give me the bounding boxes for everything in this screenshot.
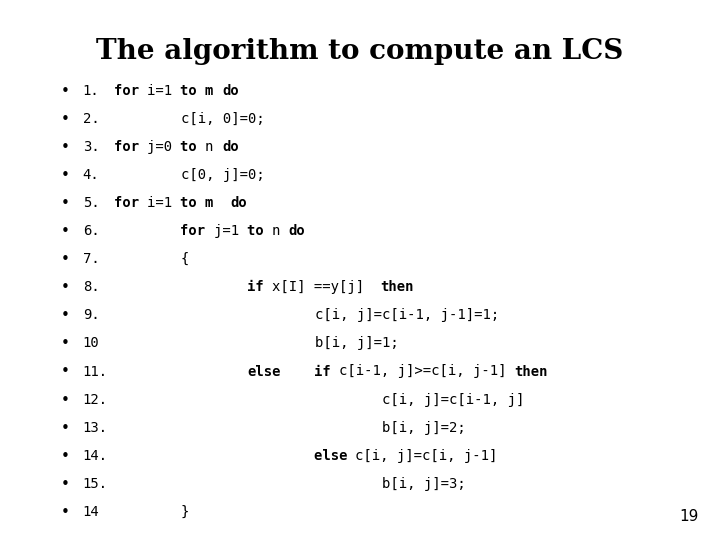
Text: x[I] ==y[j]: x[I] ==y[j] (272, 280, 381, 294)
Text: 2.: 2. (83, 112, 99, 126)
Text: do: do (222, 84, 239, 98)
Text: •: • (60, 336, 69, 352)
Text: to: to (181, 84, 205, 98)
Text: 13.: 13. (83, 421, 108, 435)
Text: •: • (60, 168, 69, 183)
Text: 9.: 9. (83, 308, 99, 322)
Text: •: • (60, 84, 69, 99)
Text: 7.: 7. (83, 252, 99, 266)
Text: else: else (314, 449, 356, 463)
Text: •: • (60, 112, 69, 127)
Text: i=1: i=1 (147, 196, 181, 210)
Text: 15.: 15. (83, 477, 108, 491)
Text: •: • (60, 308, 69, 323)
Text: m: m (205, 84, 222, 98)
Text: to: to (181, 196, 205, 210)
Text: n: n (205, 140, 222, 154)
Text: c[i, j]=c[i-1, j]: c[i, j]=c[i-1, j] (114, 393, 524, 407)
Text: m: m (205, 196, 230, 210)
Text: c[0, j]=0;: c[0, j]=0; (114, 168, 264, 182)
Text: •: • (60, 364, 69, 380)
Text: •: • (60, 252, 69, 267)
Text: 19: 19 (679, 509, 698, 524)
Text: do: do (289, 224, 305, 238)
Text: j=0: j=0 (147, 140, 181, 154)
Text: c[i, j]=c[i, j-1]: c[i, j]=c[i, j-1] (356, 449, 498, 463)
Text: if: if (314, 364, 339, 379)
Text: c[i, j]=c[i-1, j-1]=1;: c[i, j]=c[i-1, j-1]=1; (114, 308, 499, 322)
Text: The algorithm to compute an LCS: The algorithm to compute an LCS (96, 38, 624, 65)
Text: b[i, j]=1;: b[i, j]=1; (114, 336, 398, 350)
Text: c[i, 0]=0;: c[i, 0]=0; (114, 112, 264, 126)
Text: •: • (60, 224, 69, 239)
Text: 1.: 1. (83, 84, 99, 98)
Text: •: • (60, 477, 69, 492)
Text: 14.: 14. (83, 449, 108, 463)
Text: b[i, j]=3;: b[i, j]=3; (114, 477, 466, 491)
Text: •: • (60, 140, 69, 155)
Text: 8.: 8. (83, 280, 99, 294)
Text: i=1: i=1 (147, 84, 181, 98)
Text: 5.: 5. (83, 196, 99, 210)
Text: to: to (247, 224, 272, 238)
Text: 11.: 11. (83, 364, 108, 379)
Text: {: { (114, 252, 189, 266)
Text: •: • (60, 421, 69, 436)
Text: else: else (247, 364, 281, 379)
Text: 12.: 12. (83, 393, 108, 407)
Text: j=1: j=1 (214, 224, 247, 238)
Text: •: • (60, 393, 69, 408)
Text: then: then (380, 280, 414, 294)
Text: 6.: 6. (83, 224, 99, 238)
Text: •: • (60, 280, 69, 295)
Text: 3.: 3. (83, 140, 99, 154)
Text: do: do (222, 140, 239, 154)
Text: n: n (272, 224, 289, 238)
Text: for: for (181, 224, 214, 238)
Text: c[i-1, j]>=c[i, j-1]: c[i-1, j]>=c[i, j-1] (338, 364, 515, 379)
Text: b[i, j]=2;: b[i, j]=2; (114, 421, 466, 435)
Text: •: • (60, 505, 69, 520)
Text: then: then (514, 364, 547, 379)
Text: if: if (247, 280, 272, 294)
Text: 4.: 4. (83, 168, 99, 182)
Text: for: for (114, 84, 148, 98)
Text: to: to (181, 140, 205, 154)
Text: •: • (60, 449, 69, 464)
Text: 10: 10 (83, 336, 99, 350)
Text: do: do (230, 196, 247, 210)
Text: •: • (60, 196, 69, 211)
Text: }: } (114, 505, 189, 519)
Text: for: for (114, 140, 148, 154)
Text: for: for (114, 196, 148, 210)
Text: 14: 14 (83, 505, 99, 519)
